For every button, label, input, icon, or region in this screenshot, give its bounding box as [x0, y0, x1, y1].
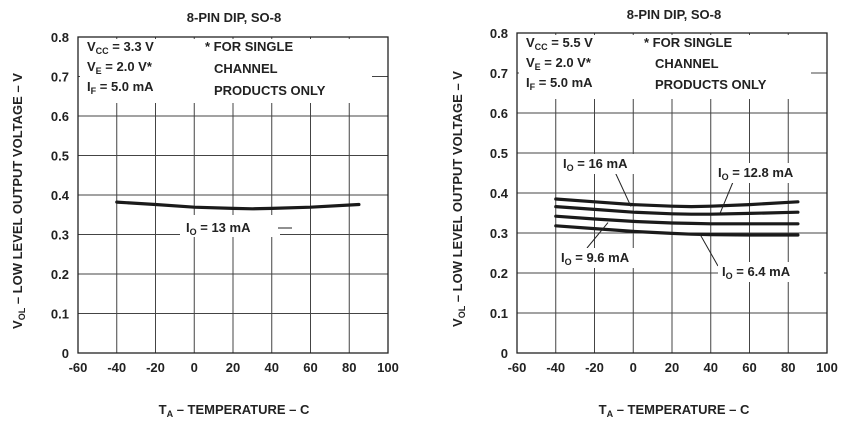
x-tick-label: -20: [146, 360, 165, 375]
series-line-1: [554, 197, 800, 209]
y-tick-label: 0.8: [51, 30, 69, 45]
conditions-box: [519, 35, 811, 99]
y-tick-label: 0: [62, 346, 69, 361]
x-tick-label: -60: [69, 360, 88, 375]
footnote-line: CHANNEL: [655, 56, 719, 71]
x-tick-label: 40: [704, 360, 718, 375]
x-tick-label: -40: [107, 360, 126, 375]
condition-if: IF = 5.0 mA: [526, 75, 593, 92]
x-tick-label: -20: [585, 360, 604, 375]
x-tick-label: 100: [377, 360, 399, 375]
x-tick-label: 0: [630, 360, 637, 375]
condition-ve: VE = 2.0 V*: [526, 55, 592, 72]
series-line-1: [115, 200, 361, 211]
y-axis-label: VOL – LOW LEVEL OUTPUT VOLTAGE – V: [450, 71, 467, 327]
series-line-3: [554, 214, 800, 226]
y-tick-label: 0.2: [490, 266, 508, 281]
label-bg: [714, 163, 820, 183]
chart-panel-2: -60 -40 -20 0 20 40 60 80 100 0 0.1 0.2 0.3 0.4 0.5 0.6…: [450, 7, 838, 419]
y-tick-label: 0.7: [490, 66, 508, 81]
x-tick-label: 40: [265, 360, 279, 375]
x-tick-label: 0: [191, 360, 198, 375]
x-tick-label: 20: [226, 360, 240, 375]
leader-line: [699, 233, 719, 267]
chart-title: 8-PIN DIP, SO-8: [187, 10, 281, 25]
x-tick-label: 20: [665, 360, 679, 375]
y-tick-label: 0.1: [490, 306, 508, 321]
y-tick-label: 0.5: [51, 149, 69, 164]
x-tick-label: 80: [781, 360, 795, 375]
condition-vcc: VCC = 5.5 V: [526, 35, 593, 52]
y-tick-label: 0: [501, 346, 508, 361]
x-tick-label: 100: [816, 360, 838, 375]
conditions-box: [80, 39, 372, 103]
condition-vcc: VCC = 3.3 V: [87, 39, 154, 56]
condition-ve: VE = 2.0 V*: [87, 59, 153, 76]
footnote-line: PRODUCTS ONLY: [655, 77, 767, 92]
y-tick-label: 0.7: [51, 70, 69, 85]
x-axis-label: TA – TEMPERATURE – C: [159, 402, 310, 419]
condition-if: IF = 5.0 mA: [87, 79, 154, 96]
label-bg: [718, 262, 824, 282]
label-bg: [559, 154, 655, 174]
series-label: IO = 6.4 mA: [722, 264, 791, 281]
series-label: IO = 16 mA: [563, 156, 628, 173]
leader-line: [586, 222, 609, 249]
footnote-line: * FOR SINGLE: [205, 39, 293, 54]
leader-line: [614, 171, 632, 207]
y-tick-label: 0.8: [490, 26, 508, 41]
x-axis-label: TA – TEMPERATURE – C: [599, 402, 750, 419]
y-tick-label: 0.2: [51, 267, 69, 282]
footnote-line: * FOR SINGLE: [644, 35, 732, 50]
x-tick-label: 80: [342, 360, 356, 375]
leader-line: [719, 181, 734, 214]
y-tick-label: 0.1: [51, 307, 69, 322]
x-tick-label: 60: [742, 360, 756, 375]
y-axis-label: VOL – LOW LEVEL OUTPUT VOLTAGE – V: [10, 73, 27, 329]
x-tick-label: 60: [303, 360, 317, 375]
y-tick-label: 0.4: [51, 188, 70, 203]
y-tick-label: 0.5: [490, 146, 508, 161]
series-line-4: [554, 224, 800, 237]
y-tick-label: 0.3: [51, 228, 69, 243]
y-tick-label: 0.6: [51, 109, 69, 124]
chart-title: 8-PIN DIP, SO-8: [627, 7, 721, 22]
series-label: IO = 12.8 mA: [718, 165, 794, 182]
chart-panel-1: -60 -40 -20 0 20 40 60 80 100 0 0.1 0.2 0.3 0.4 0.5 0.6…: [10, 10, 399, 419]
series-label: IO = 13 mA: [186, 220, 251, 237]
series-line-2: [554, 205, 800, 216]
plot-frame: [77, 36, 389, 354]
footnote-line: PRODUCTS ONLY: [214, 83, 326, 98]
y-tick-label: 0.4: [490, 186, 509, 201]
y-tick-label: 0.6: [490, 106, 508, 121]
label-bg: [557, 248, 653, 268]
footnote-line: CHANNEL: [214, 61, 278, 76]
x-tick-label: -60: [508, 360, 527, 375]
plot-frame: [516, 32, 828, 354]
y-tick-label: 0.3: [490, 226, 508, 241]
series-label: IO = 9.6 mA: [561, 250, 630, 267]
label-bg: [180, 215, 280, 237]
x-tick-label: -40: [546, 360, 565, 375]
